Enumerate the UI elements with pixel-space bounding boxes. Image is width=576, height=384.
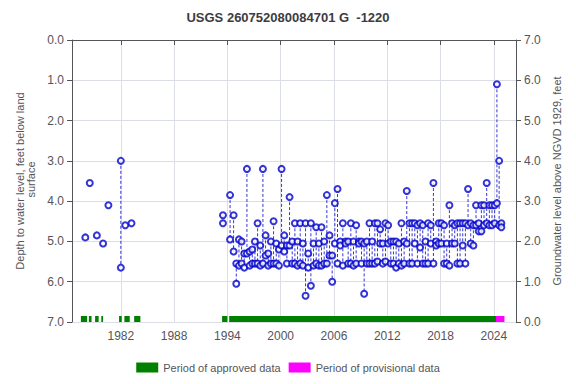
svg-text:1982: 1982	[107, 329, 134, 343]
svg-text:0.0: 0.0	[524, 315, 541, 329]
svg-text:Groundwater level above NGVD 1: Groundwater level above NGVD 1929, feet	[551, 76, 563, 285]
svg-text:1.0: 1.0	[524, 275, 541, 289]
svg-text:3.0: 3.0	[47, 154, 64, 168]
svg-text:2024: 2024	[480, 329, 507, 343]
svg-text:5.0: 5.0	[47, 234, 64, 248]
svg-text:4.0: 4.0	[47, 194, 64, 208]
svg-text:3.0: 3.0	[524, 194, 541, 208]
svg-text:5.0: 5.0	[524, 114, 541, 128]
svg-text:Period of provisional data: Period of provisional data	[316, 362, 441, 374]
svg-text:4.0: 4.0	[524, 154, 541, 168]
svg-text:7.0: 7.0	[47, 315, 64, 329]
svg-text:2.0: 2.0	[524, 234, 541, 248]
svg-text:2000: 2000	[267, 329, 294, 343]
svg-text:Period of approved data: Period of approved data	[163, 362, 281, 374]
svg-text:0.0: 0.0	[47, 33, 64, 47]
svg-text:surface: surface	[25, 161, 37, 200]
svg-text:1988: 1988	[161, 329, 188, 343]
svg-text:2.0: 2.0	[47, 114, 64, 128]
svg-text:1994: 1994	[214, 329, 241, 343]
svg-text:2012: 2012	[374, 329, 401, 343]
svg-text:Depth to water level, feet bel: Depth to water level, feet below land	[13, 92, 26, 270]
svg-text:6.0: 6.0	[524, 73, 541, 87]
svg-text:7.0: 7.0	[524, 33, 541, 47]
svg-text:6.0: 6.0	[47, 275, 64, 289]
svg-text:2018: 2018	[427, 329, 454, 343]
svg-text:1.0: 1.0	[47, 73, 64, 87]
svg-text:USGS 260752080084701 G -1220: USGS 260752080084701 G -1220	[186, 10, 389, 25]
svg-text:2006: 2006	[321, 329, 348, 343]
